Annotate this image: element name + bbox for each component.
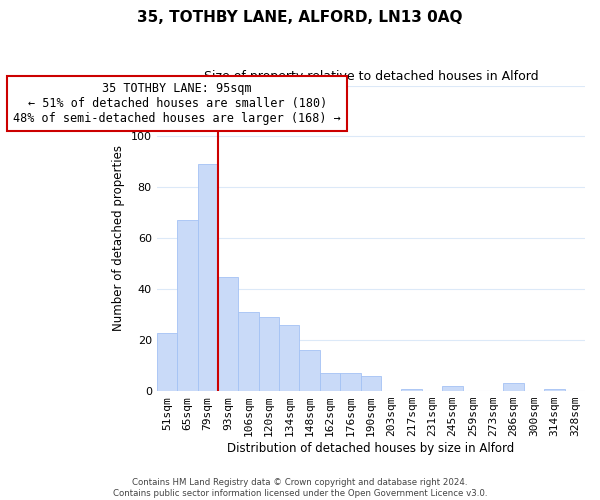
Text: Contains HM Land Registry data © Crown copyright and database right 2024.
Contai: Contains HM Land Registry data © Crown c… bbox=[113, 478, 487, 498]
Y-axis label: Number of detached properties: Number of detached properties bbox=[112, 146, 125, 332]
Bar bbox=[299, 350, 320, 391]
Bar bbox=[218, 276, 238, 391]
Bar bbox=[197, 164, 218, 391]
Bar bbox=[259, 317, 279, 391]
Bar bbox=[503, 384, 524, 391]
Bar bbox=[401, 388, 422, 391]
Bar bbox=[544, 388, 565, 391]
X-axis label: Distribution of detached houses by size in Alford: Distribution of detached houses by size … bbox=[227, 442, 514, 455]
Bar bbox=[238, 312, 259, 391]
Bar bbox=[279, 325, 299, 391]
Text: 35, TOTHBY LANE, ALFORD, LN13 0AQ: 35, TOTHBY LANE, ALFORD, LN13 0AQ bbox=[137, 10, 463, 25]
Bar bbox=[157, 332, 177, 391]
Bar bbox=[177, 220, 197, 391]
Bar bbox=[340, 374, 361, 391]
Text: 35 TOTHBY LANE: 95sqm
← 51% of detached houses are smaller (180)
48% of semi-det: 35 TOTHBY LANE: 95sqm ← 51% of detached … bbox=[13, 82, 341, 125]
Bar bbox=[442, 386, 463, 391]
Bar bbox=[361, 376, 381, 391]
Title: Size of property relative to detached houses in Alford: Size of property relative to detached ho… bbox=[203, 70, 538, 83]
Bar bbox=[320, 374, 340, 391]
